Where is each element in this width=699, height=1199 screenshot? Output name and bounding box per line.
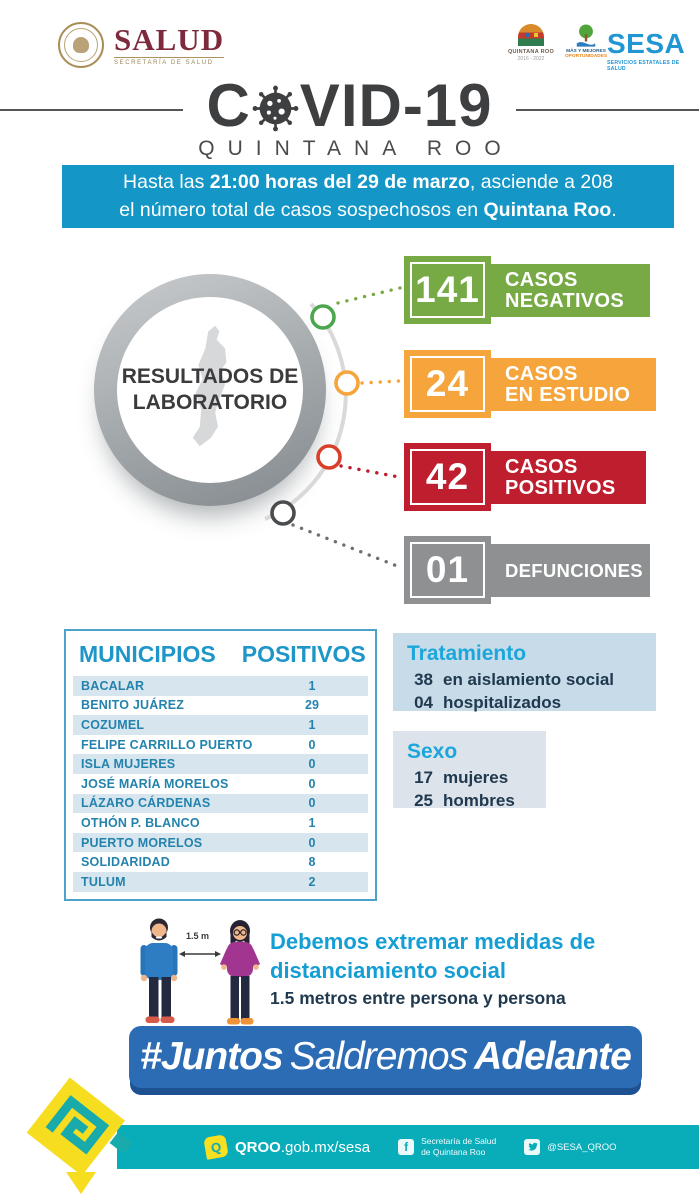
stat-value-box: 01 bbox=[404, 536, 491, 604]
quintana-roo-logo-subtitle: 2016 - 2022 bbox=[517, 56, 545, 62]
title-divider-left bbox=[0, 109, 183, 111]
salud-logo: SALUD SECRETARÍA DE SALUD bbox=[58, 22, 225, 68]
tree-icon bbox=[576, 24, 596, 47]
table-row: BENITO JUÁREZ 29 bbox=[81, 698, 319, 713]
mexico-seal-icon bbox=[58, 22, 104, 68]
website-link[interactable]: Q QROO.gob.mx/sesa bbox=[203, 1134, 370, 1160]
table-row: LÁZARO CÁRDENAS 0 bbox=[73, 793, 368, 814]
facebook-link[interactable]: f Secretaría de Salud de Quintana Roo bbox=[398, 1136, 496, 1158]
tratamiento-panel: Tratamiento 38 en aislamiento social 04 ho… bbox=[393, 633, 656, 712]
qroo-corner-logo bbox=[26, 1077, 133, 1194]
people-illustration bbox=[140, 918, 260, 1025]
covid-title-pre: C bbox=[206, 72, 251, 139]
facebook-icon: f bbox=[398, 1139, 415, 1155]
stat-label: CASOS EN ESTUDIO bbox=[488, 358, 656, 411]
oportunidades-logo: MÁS Y MEJORES OPORTUNIDADES bbox=[563, 24, 609, 59]
lab-results-ring-inner: RESULTADOS DE LABORATORIO bbox=[117, 297, 303, 483]
table-row: TULUM 2 bbox=[73, 871, 368, 892]
stat-value-box: 42 bbox=[404, 443, 491, 511]
sexo-item: 17 mujeres bbox=[414, 768, 509, 787]
oportunidades-line1: MÁS Y MEJORES bbox=[566, 49, 606, 54]
twitter-link[interactable]: @SESA_QROO bbox=[524, 1139, 617, 1155]
tratamiento-item: 38 en aislamiento social bbox=[414, 670, 615, 689]
header-municipios: MUNICIPIOS bbox=[79, 641, 216, 667]
sexo-title: Sexo bbox=[407, 740, 458, 763]
distancing-headline: Debemos extremar medidas de distanciamie… bbox=[270, 929, 596, 983]
salud-subtitle: SECRETARÍA DE SALUD bbox=[114, 57, 225, 66]
salud-title: SALUD bbox=[114, 22, 225, 57]
quintana-roo-arch-icon bbox=[518, 24, 544, 46]
sesa-subtitle: SERVICIOS ESTATALES DE SALUD bbox=[607, 60, 680, 72]
sexo-panel: Sexo 17 mujeres 25 hombres bbox=[393, 731, 546, 810]
sesa-title: SESA bbox=[607, 28, 686, 59]
sexo-item: 25 hombres bbox=[414, 790, 515, 810]
table-row: PUERTO MORELOS 0 bbox=[73, 832, 368, 853]
tratamiento-item: 04 hospitalizados bbox=[414, 692, 562, 712]
distancing-subline: 1.5 metros entre persona y persona bbox=[270, 988, 566, 1008]
lab-results-ring: RESULTADOS DE LABORATORIO bbox=[94, 274, 326, 506]
quintana-roo-map-silhouette bbox=[192, 325, 227, 447]
title-divider-right bbox=[516, 109, 699, 111]
table-row: BACALAR 1 bbox=[73, 676, 368, 696]
notice-line2: el número total de casos sospechosos en … bbox=[119, 198, 617, 221]
table-row: COZUMEL 1 bbox=[73, 715, 368, 735]
notice-banner: Hasta las 21:00 horas del 29 de marzo, a… bbox=[62, 165, 674, 228]
stat-label: CASOS POSITIVOS bbox=[488, 451, 646, 504]
notice-line1: Hasta las 21:00 horas del 29 de marzo, a… bbox=[123, 171, 613, 194]
twitter-icon bbox=[524, 1139, 541, 1155]
table-row: OTHÓN P. BLANCO 1 bbox=[81, 815, 316, 830]
hashtag-part1: #Juntos bbox=[140, 1035, 284, 1078]
stat-value-box: 24 bbox=[404, 350, 491, 418]
page-title: C VID-19 bbox=[0, 76, 699, 136]
region-subtitle: QUINTANA ROO bbox=[198, 137, 514, 160]
municipios-table: MUNICIPIOS POSITIVOS BACALAR 1 BENITO JUÁ… bbox=[64, 629, 377, 901]
virus-icon bbox=[252, 85, 299, 131]
table-row: FELIPE CARRILLO PUERTO 0 bbox=[81, 737, 316, 752]
table-row: SOLIDARIDAD 8 bbox=[81, 855, 316, 870]
quintana-roo-logo: QUINTANA ROO 2016 - 2022 bbox=[502, 24, 560, 62]
municipios-table-header: MUNICIPIOS POSITIVOS bbox=[66, 631, 375, 676]
header-positivos: POSITIVOS bbox=[241, 641, 366, 667]
qroo-q-icon: Q bbox=[203, 1134, 229, 1160]
hashtag-part2: Saldremos bbox=[289, 1035, 468, 1078]
stat-label: DEFUNCIONES bbox=[488, 544, 650, 597]
distance-label: 1.5 m bbox=[186, 931, 210, 941]
stat-label: CASOS NEGATIVOS bbox=[488, 264, 650, 317]
tratamiento-title: Tratamiento bbox=[407, 642, 527, 665]
oportunidades-line2: OPORTUNIDADES bbox=[564, 54, 608, 59]
covid-title-post: VID-19 bbox=[299, 72, 493, 139]
table-row: ISLA MUJERES 0 bbox=[73, 754, 368, 774]
lab-results-label: RESULTADOS DE LABORATORIO bbox=[121, 364, 299, 414]
hashtag-banner: #Juntos Saldremos Adelante bbox=[129, 1026, 642, 1088]
quintana-roo-logo-title: QUINTANA ROO bbox=[507, 49, 555, 55]
footer-band: Q QROO.gob.mx/sesa f Secretaría de Salud… bbox=[117, 1125, 699, 1169]
sesa-logo: SESA SERVICIOS ESTATALES DE SALUD bbox=[607, 28, 699, 73]
hashtag-part3: Adelante bbox=[474, 1035, 632, 1078]
table-row: JOSÉ MARÍA MORELOS 0 bbox=[81, 776, 316, 791]
stat-value-box: 141 bbox=[404, 256, 491, 324]
